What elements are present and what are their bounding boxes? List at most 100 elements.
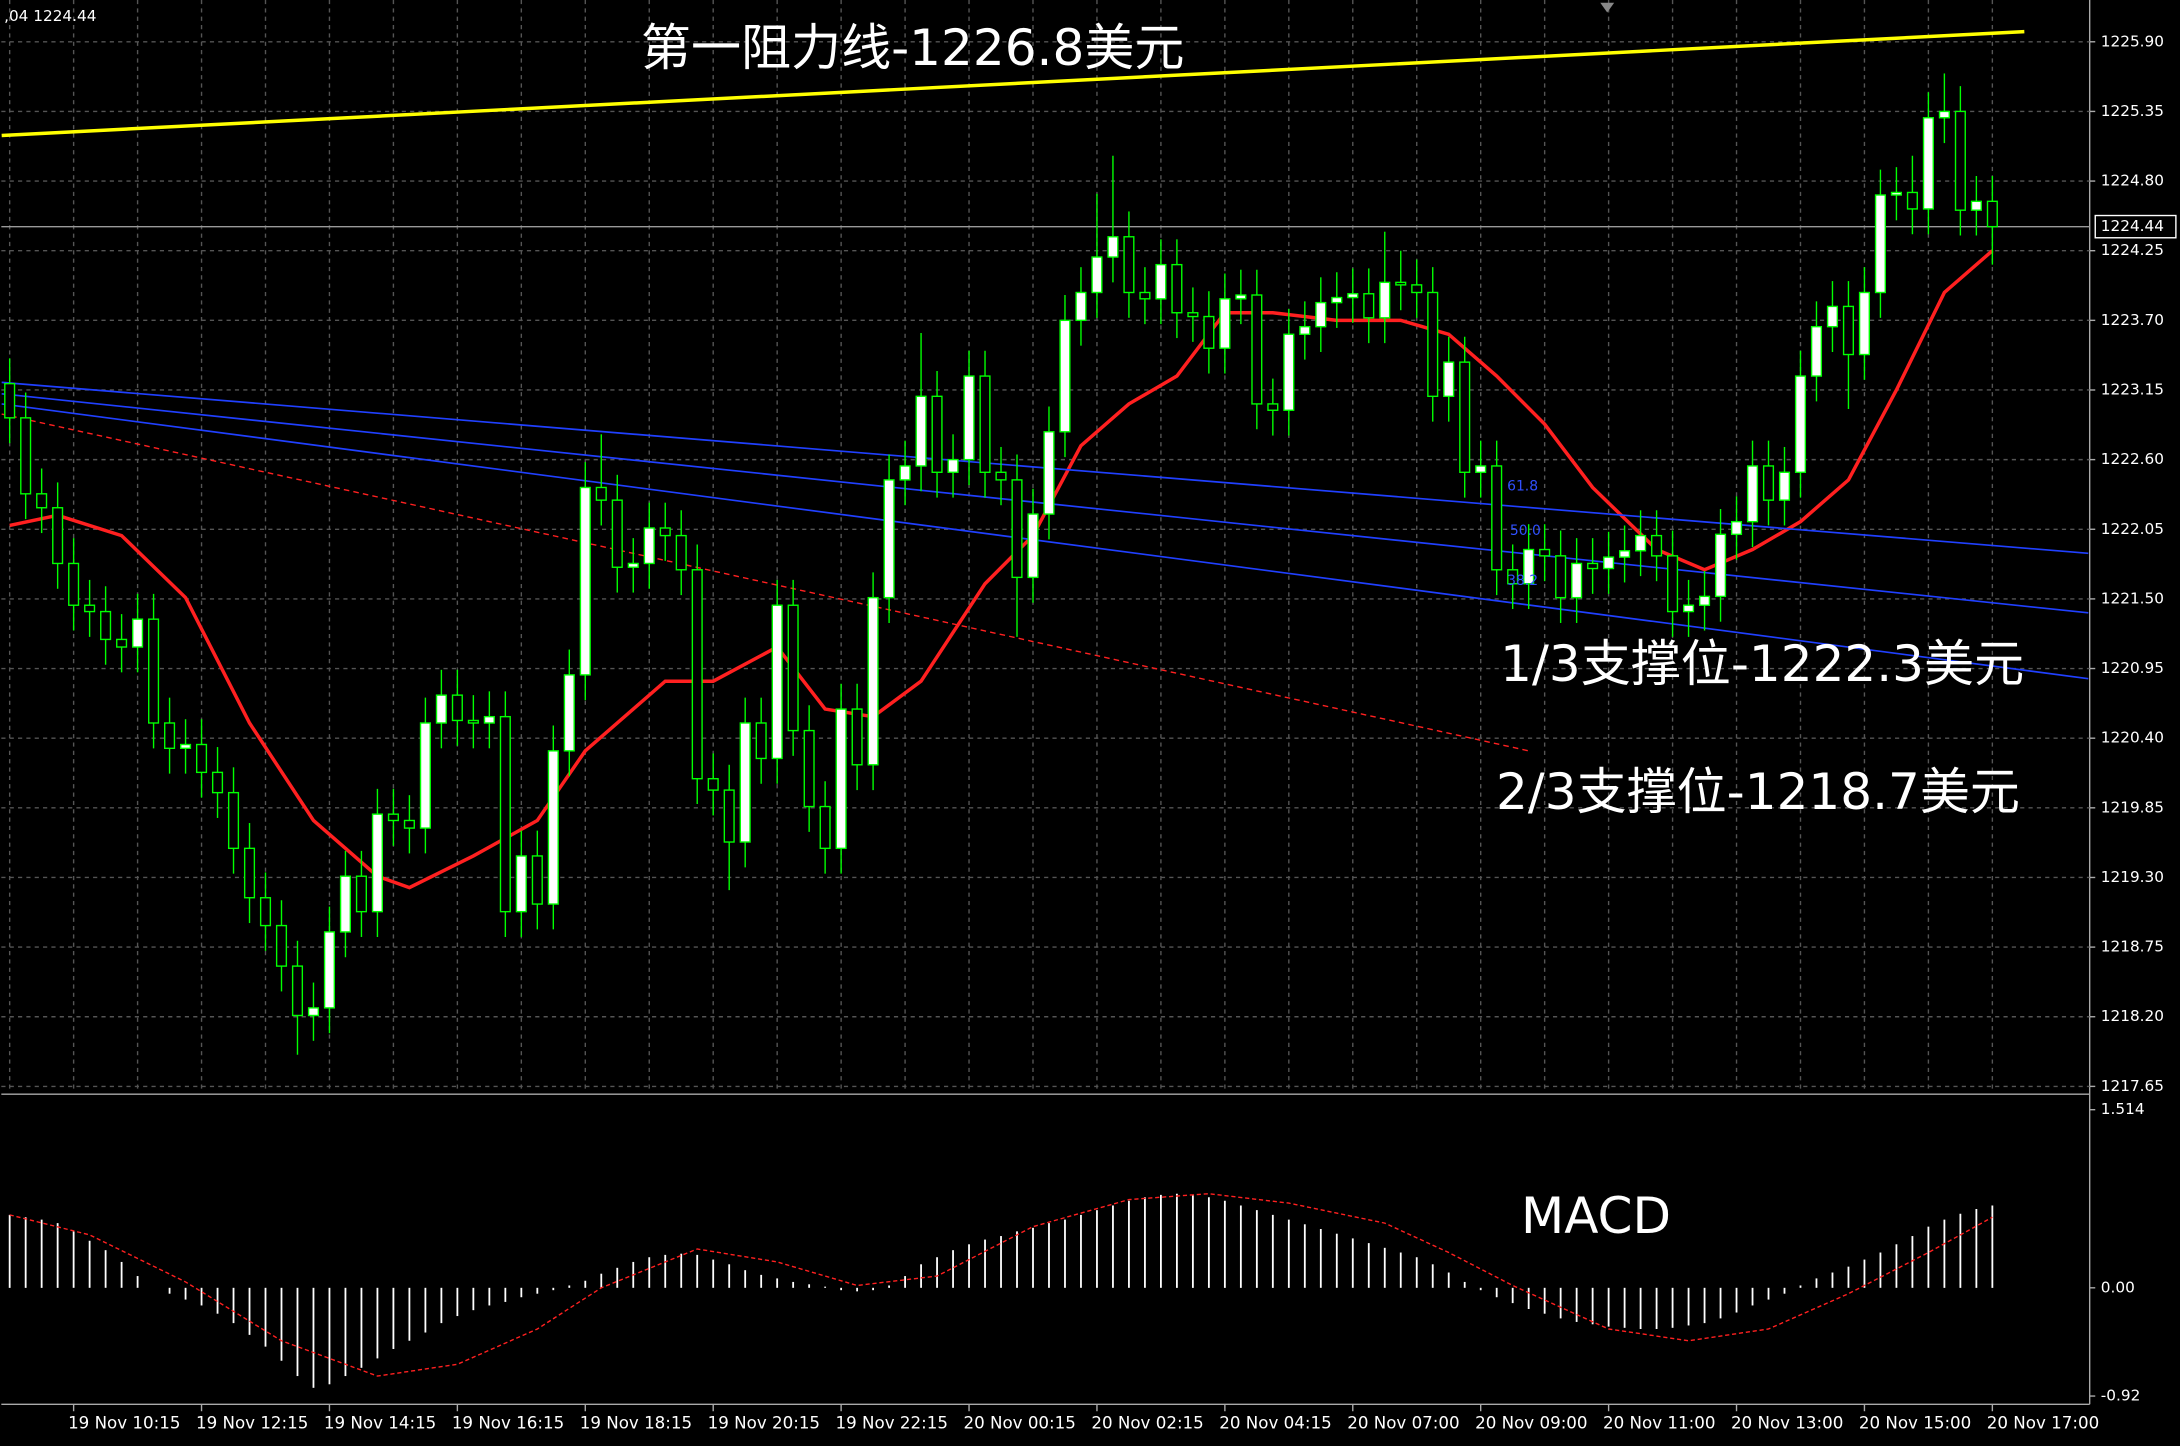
x-tick-label: 19 Nov 10:15 xyxy=(68,1413,180,1432)
x-tick-label: 20 Nov 11:00 xyxy=(1603,1413,1715,1432)
candle-body xyxy=(1267,403,1279,411)
candle-body xyxy=(36,493,48,509)
y-tick-label: 1224.80 xyxy=(2101,172,2164,190)
candle-body xyxy=(1954,110,1966,211)
candle-body xyxy=(1810,325,1823,377)
candle-body xyxy=(995,471,1007,481)
candle-body xyxy=(675,534,687,571)
candle-body xyxy=(851,708,863,766)
candle-body xyxy=(1187,312,1199,318)
candle-body xyxy=(387,813,399,822)
candle-body xyxy=(1539,548,1551,557)
candle-body xyxy=(419,722,431,829)
candle-body xyxy=(116,638,128,648)
candle-body xyxy=(132,618,144,648)
x-tick-label: 20 Nov 07:00 xyxy=(1347,1413,1459,1432)
x-tick-label: 20 Nov 02:15 xyxy=(1091,1413,1203,1432)
candle-body xyxy=(643,527,655,565)
candle-body xyxy=(1315,301,1327,328)
candle-body xyxy=(1331,296,1343,304)
candle-body xyxy=(659,527,671,537)
candle-body xyxy=(1667,555,1679,613)
candle-body xyxy=(1411,284,1423,294)
y-tick-label: 1219.30 xyxy=(2101,868,2164,886)
y-tick-label: 1225.35 xyxy=(2101,102,2164,120)
candle-body xyxy=(1347,293,1359,299)
candle-body xyxy=(1890,191,1902,196)
candle-body xyxy=(1459,361,1471,473)
y-tick-label: 1220.95 xyxy=(2101,659,2164,677)
candle-body xyxy=(723,789,735,843)
candle-body xyxy=(435,694,447,724)
y-tick-label: 1224.25 xyxy=(2101,241,2164,259)
candle-body xyxy=(899,465,911,481)
last-price-label: 1224.44 xyxy=(2101,217,2164,235)
candle-body xyxy=(771,604,783,760)
macd-title: MACD xyxy=(1521,1187,1671,1245)
candle-body xyxy=(1475,465,1487,473)
candle-body xyxy=(803,729,815,808)
x-tick-label: 19 Nov 20:15 xyxy=(708,1413,820,1432)
candle-body xyxy=(691,569,703,780)
header-info: ,04 1224.44 xyxy=(4,7,96,25)
candle-body xyxy=(1746,465,1759,523)
candle-body xyxy=(1842,305,1855,356)
candle-body xyxy=(563,674,575,752)
x-tick-label: 20 Nov 09:00 xyxy=(1475,1413,1587,1432)
candle-body xyxy=(227,791,240,850)
candle-body xyxy=(291,965,304,1017)
candle-body xyxy=(1651,534,1663,557)
candle-body xyxy=(915,395,927,467)
candle-body xyxy=(403,819,415,829)
candle-body xyxy=(611,499,623,568)
candle-body xyxy=(339,875,352,933)
last-price-tag xyxy=(2094,214,2177,239)
candle-body xyxy=(931,395,943,473)
x-tick-label: 19 Nov 12:15 xyxy=(196,1413,308,1432)
candle-body xyxy=(1251,294,1263,405)
candle-body xyxy=(1635,534,1647,552)
x-tick-label: 20 Nov 15:00 xyxy=(1859,1413,1971,1432)
y-tick-label: 1221.50 xyxy=(2101,589,2164,607)
candle-body xyxy=(819,805,831,850)
candle-body xyxy=(1874,194,1886,294)
candle-body xyxy=(1523,548,1535,585)
candle-body xyxy=(963,375,975,461)
candle-body xyxy=(1826,305,1839,328)
candle-body xyxy=(1571,562,1583,599)
candle-body xyxy=(1011,479,1023,579)
y-tick-label: 1223.70 xyxy=(2101,311,2164,329)
y-tick-label: 1222.05 xyxy=(2101,520,2164,538)
candle-body xyxy=(1283,333,1295,411)
y-tick-label: 0.00 xyxy=(2101,1278,2135,1296)
candle-body xyxy=(1986,200,1998,228)
candle-body xyxy=(1507,569,1519,585)
candle-body xyxy=(1778,471,1791,501)
overlay-line xyxy=(1,29,2025,138)
fib-label: 38.2 xyxy=(1507,573,1538,589)
candle-body xyxy=(4,382,16,419)
scroll-marker xyxy=(1600,2,1615,13)
candle-body xyxy=(1858,291,1871,356)
candle-body xyxy=(1139,291,1151,300)
candle-body xyxy=(307,1007,320,1017)
y-tick-label: 1.514 xyxy=(2101,1100,2145,1118)
candle-body xyxy=(1027,513,1039,579)
candle-body xyxy=(20,417,32,495)
candle-body xyxy=(211,771,224,794)
candle-body xyxy=(1299,325,1311,335)
candle-body xyxy=(1235,294,1247,300)
candle-body xyxy=(451,694,463,722)
annotation: 2/3支撑位-1218.7美元 xyxy=(1496,763,2020,821)
candle-body xyxy=(547,750,559,905)
candle-body xyxy=(1379,281,1391,319)
candle-body xyxy=(1730,520,1743,536)
candle-body xyxy=(1938,110,1950,119)
candle-body xyxy=(515,855,527,913)
candle-body xyxy=(1427,291,1439,398)
y-tick-label: 1222.60 xyxy=(2101,450,2164,468)
candle-body xyxy=(1970,200,1982,211)
candle-body xyxy=(979,375,991,473)
signal-line xyxy=(9,1192,1993,1377)
